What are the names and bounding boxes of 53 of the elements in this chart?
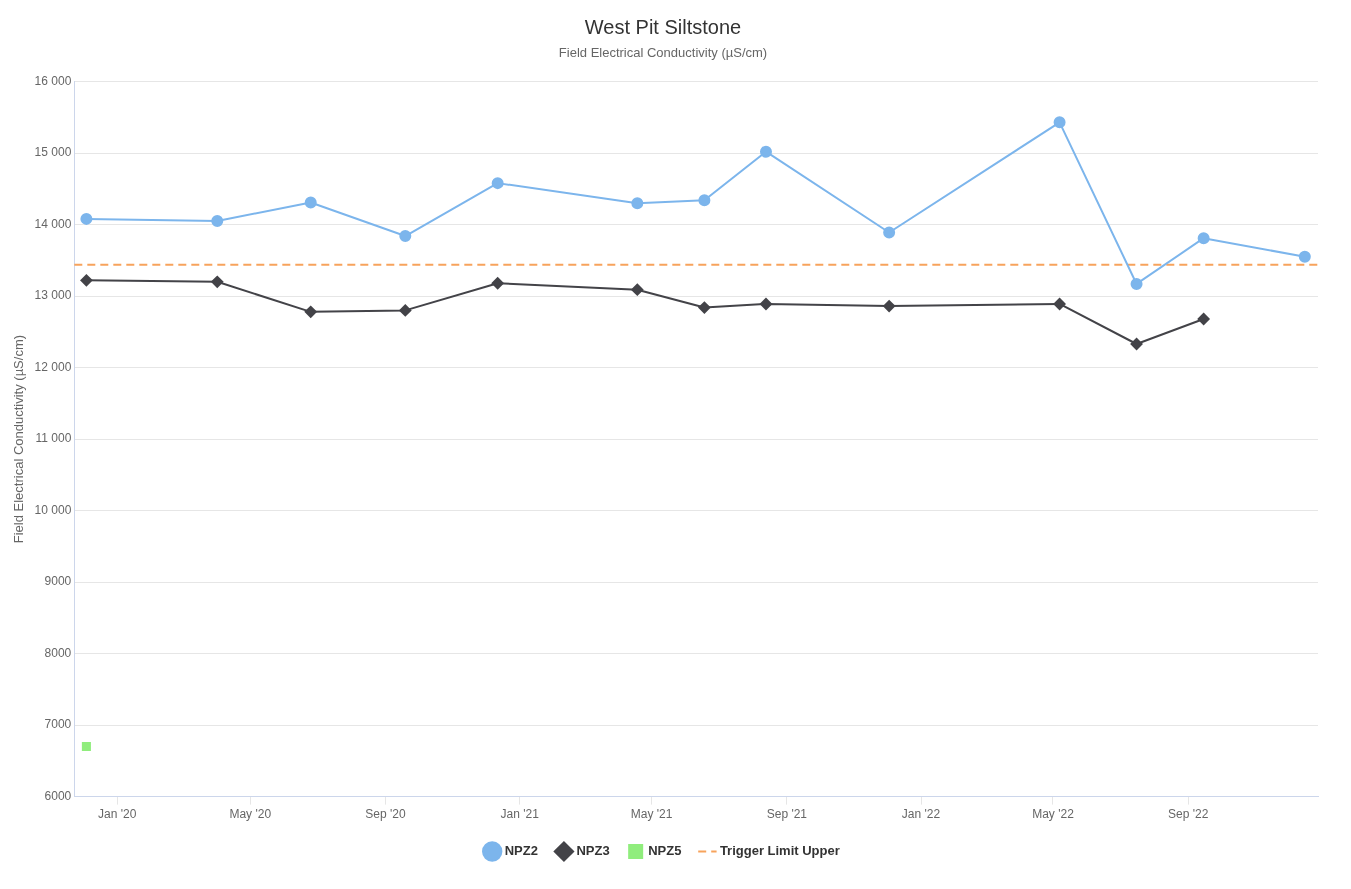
y-tick-label: 13 000 xyxy=(34,288,72,303)
point xyxy=(80,212,93,225)
legend-label: Trigger Limit Upper xyxy=(719,843,840,859)
chart-subtitle: Field Electrical Conductivity (µS/cm) xyxy=(558,45,768,61)
point xyxy=(759,145,772,158)
y-tick-label: 9000 xyxy=(44,574,72,589)
point xyxy=(1130,338,1143,351)
point xyxy=(631,197,644,210)
y-tick-label: 12 000 xyxy=(34,359,72,374)
x-tick-label: Jan '22 xyxy=(901,807,941,822)
y-tick-label: 14 000 xyxy=(34,216,72,231)
y-tick-label: 15 000 xyxy=(34,145,72,160)
point xyxy=(211,215,224,228)
point xyxy=(883,300,896,313)
point xyxy=(1197,312,1210,325)
point xyxy=(1130,277,1143,290)
y-tick-label: 16 000 xyxy=(34,73,72,88)
y-tick-label: 10 000 xyxy=(34,502,72,517)
point xyxy=(1298,250,1311,263)
point xyxy=(491,177,504,190)
x-tick-label: Jan '21 xyxy=(500,807,540,822)
point xyxy=(211,275,224,288)
legend-label: NPZ2 xyxy=(504,843,538,859)
x-tick-label: May '20 xyxy=(229,807,272,822)
point xyxy=(304,196,317,209)
point xyxy=(698,194,711,207)
legend-label: NPZ3 xyxy=(576,843,610,859)
point xyxy=(631,283,644,296)
point xyxy=(1053,116,1066,129)
legend-label: NPZ5 xyxy=(648,843,682,859)
x-tick-label: May '22 xyxy=(1032,807,1075,822)
point xyxy=(883,226,896,239)
y-tick-label: 11 000 xyxy=(35,431,72,446)
point xyxy=(399,230,412,243)
x-tick-label: Sep '22 xyxy=(1168,807,1209,822)
point xyxy=(491,277,504,290)
x-tick-label: Jan '20 xyxy=(98,807,137,822)
y-tick-label: 7000 xyxy=(44,717,72,732)
y-axis-title: Field Electrical Conductivity (µS/cm) xyxy=(11,334,27,544)
x-tick-label: Sep '20 xyxy=(365,807,406,822)
point xyxy=(759,297,772,310)
point xyxy=(698,301,711,314)
x-tick-label: Sep '21 xyxy=(766,807,808,822)
chart-title: West Pit Siltstone xyxy=(584,15,742,38)
y-tick-label: 6000 xyxy=(44,788,72,803)
point xyxy=(80,274,93,287)
y-tick-label: 8000 xyxy=(44,645,72,660)
x-tick-label: May '21 xyxy=(630,807,673,822)
point xyxy=(1053,297,1066,310)
point xyxy=(81,742,91,752)
point xyxy=(304,305,317,318)
point xyxy=(399,304,412,317)
point xyxy=(1197,232,1210,245)
